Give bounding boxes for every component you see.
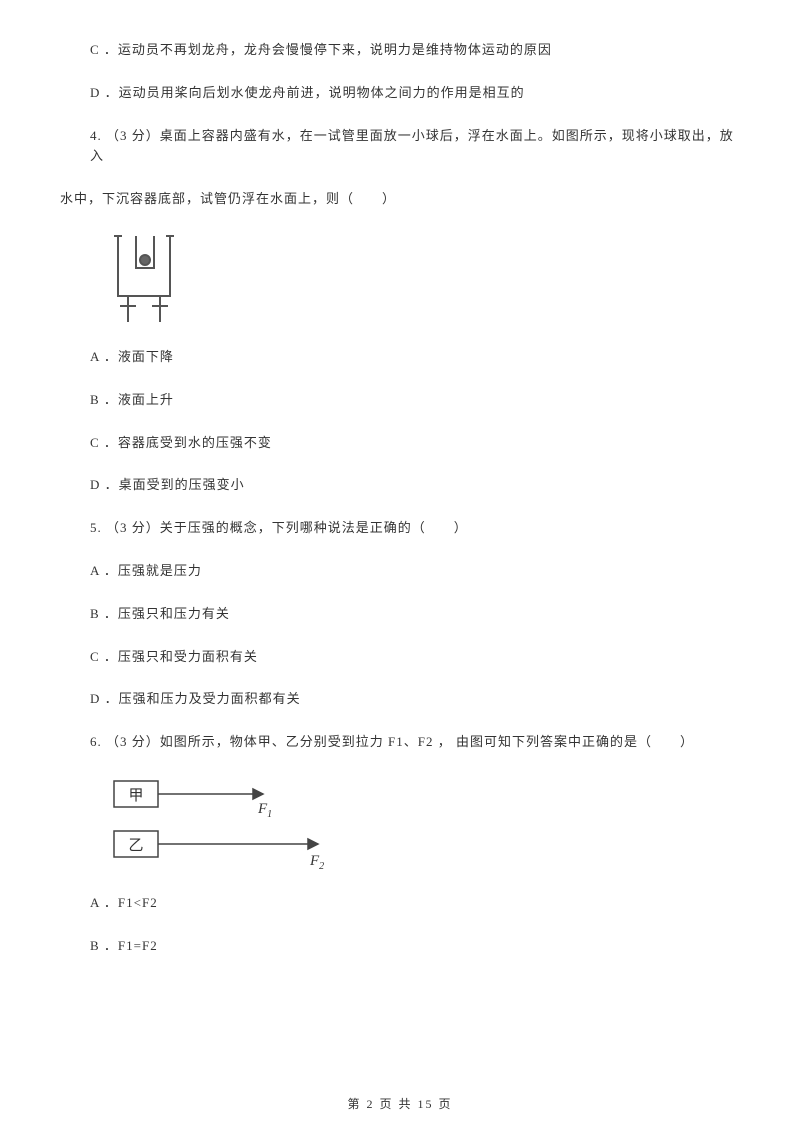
- q5-option-b: B ．压强只和压力有关: [60, 604, 740, 625]
- q6-option-a: A ．F1<F2: [60, 893, 740, 914]
- q3-option-d: D ．运动员用桨向后划水使龙舟前进，说明物体之间力的作用是相互的: [60, 83, 740, 104]
- q4-stem-line2: 水中，下沉容器底部，试管仍浮在水面上，则（ ）: [60, 189, 740, 210]
- q6-figure: 甲 F1 乙 F2: [110, 775, 740, 875]
- label-jia: 甲: [128, 788, 143, 804]
- page-footer: 第 2 页 共 15 页: [0, 1095, 800, 1114]
- force-arrows-icon: 甲 F1 乙 F2: [110, 775, 350, 875]
- q4-option-d: D ．桌面受到的压强变小: [60, 475, 740, 496]
- q5-option-c: C ．压强只和受力面积有关: [60, 647, 740, 668]
- q4-option-b: B ．液面上升: [60, 390, 740, 411]
- force2-label: F2: [309, 853, 324, 872]
- force1-label: F1: [257, 801, 272, 820]
- beaker-tube-ball-icon: [110, 232, 190, 327]
- q6-option-b: B ．F1=F2: [60, 936, 740, 957]
- q5-stem: 5. （3 分）关于压强的概念，下列哪种说法是正确的（ ）: [60, 518, 740, 539]
- q4-option-a: A ．液面下降: [60, 347, 740, 368]
- q6-stem: 6. （3 分）如图所示，物体甲、乙分别受到拉力 F1、F2 ， 由图可知下列答…: [60, 732, 740, 753]
- q3-option-c: C ．运动员不再划龙舟，龙舟会慢慢停下来，说明力是维持物体运动的原因: [60, 40, 740, 61]
- q4-stem-line1: 4. （3 分）桌面上容器内盛有水，在一试管里面放一小球后，浮在水面上。如图所示…: [60, 126, 740, 168]
- q5-option-a: A ．压强就是压力: [60, 561, 740, 582]
- label-yi: 乙: [128, 838, 143, 854]
- q5-option-d: D ．压强和压力及受力面积都有关: [60, 689, 740, 710]
- q4-option-c: C ．容器底受到水的压强不变: [60, 433, 740, 454]
- q4-figure: [110, 232, 740, 327]
